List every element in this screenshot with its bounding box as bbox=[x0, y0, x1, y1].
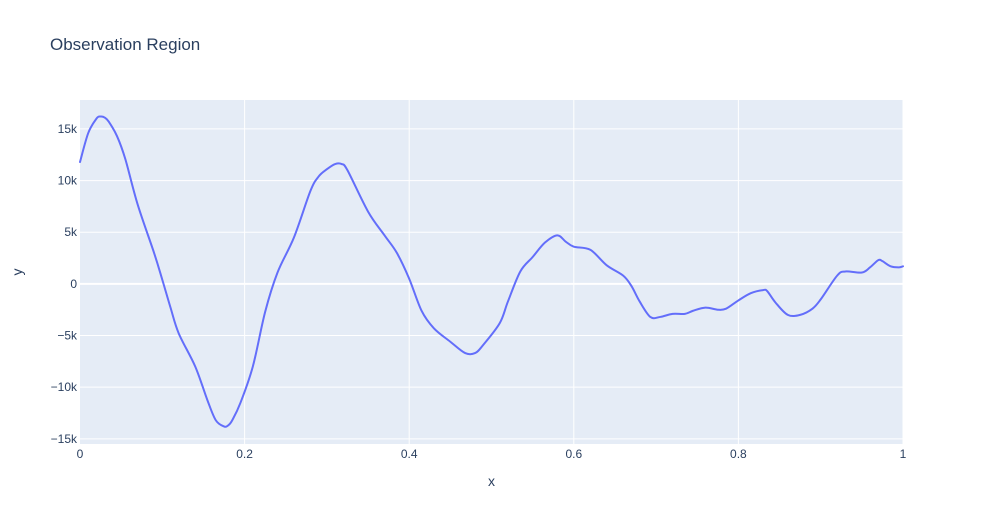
series-layer bbox=[79, 115, 904, 428]
x-tick-label: 0.8 bbox=[730, 447, 747, 461]
x-tick-label: 0 bbox=[77, 447, 84, 461]
y-tick-label: 0 bbox=[70, 277, 77, 291]
y-tick-label: 5k bbox=[64, 225, 78, 239]
y-axis-title: y bbox=[9, 269, 25, 276]
tick-labels: 0 0.2 0.4 0.6 0.8 1 15k 10k 5k 0 −5k −10k −15k bbox=[51, 122, 907, 461]
y-tick-label: 15k bbox=[58, 122, 78, 136]
plot-area bbox=[80, 100, 903, 444]
y-tick-label: −15k bbox=[51, 432, 78, 446]
series-line bbox=[79, 115, 904, 428]
y-tick-label: −5k bbox=[57, 329, 78, 343]
y-tick-label: −10k bbox=[51, 380, 78, 394]
x-tick-label: 0.4 bbox=[401, 447, 418, 461]
x-tick-label: 1 bbox=[900, 447, 907, 461]
x-tick-label: 0.2 bbox=[236, 447, 253, 461]
x-tick-label: 0.6 bbox=[565, 447, 582, 461]
y-tick-label: 10k bbox=[58, 174, 78, 188]
x-axis-title: x bbox=[488, 473, 495, 489]
chart-title: Observation Region bbox=[50, 35, 200, 54]
grid bbox=[80, 100, 904, 444]
